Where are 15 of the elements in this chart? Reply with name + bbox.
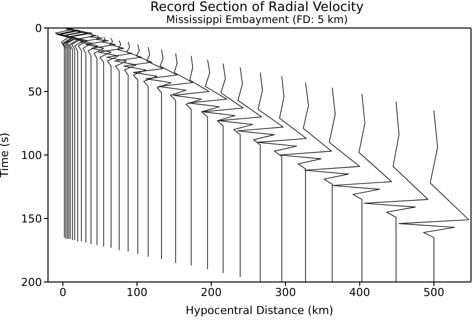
x-tick-label: 500 [423, 286, 444, 299]
x-tick-label: 400 [349, 286, 370, 299]
y-tick-label: 0 [35, 22, 42, 35]
y-tick-label: 100 [21, 148, 42, 162]
y-tick-label: 200 [21, 276, 42, 289]
x-tick-label: 200 [200, 286, 222, 299]
y-tick-label: 50 [28, 85, 42, 98]
x-tick-label: 300 [274, 286, 296, 299]
chart-subtitle: Mississippi Embayment (FD: 5 km) [166, 14, 348, 26]
chart-title: Record Section of Radial Velocity [149, 0, 365, 15]
x-tick-label: 100 [126, 286, 148, 299]
y-tick-label: 150 [21, 212, 42, 226]
x-tick-label: 0 [59, 286, 66, 299]
x-axis-title: Hypocentral Distance (km) [186, 304, 334, 317]
y-axis-title: Time (s) [0, 132, 11, 178]
